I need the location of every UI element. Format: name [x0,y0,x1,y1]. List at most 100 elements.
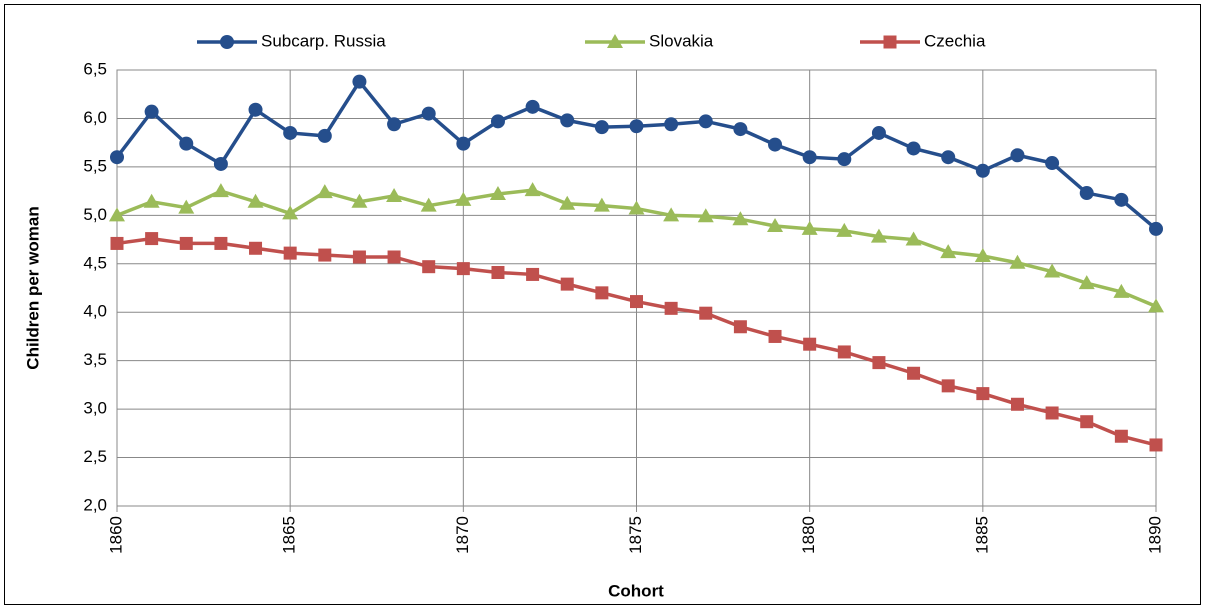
marker [664,301,678,315]
legend-label: Slovakia [649,31,714,50]
x-tick-label: 1880 [799,516,818,554]
marker [456,136,471,151]
marker [526,267,540,281]
marker [768,137,783,152]
marker [1113,283,1130,298]
marker [110,236,124,250]
marker [455,191,472,206]
y-tick-label: 5,5 [83,156,107,175]
marker [559,195,576,210]
y-tick-label: 4,0 [83,302,107,321]
marker [386,187,403,202]
marker [1080,415,1094,429]
marker [316,184,333,199]
y-tick-label: 3,5 [83,350,107,369]
marker [628,200,645,215]
marker [1045,156,1060,171]
marker [145,232,159,246]
y-tick-label: 5,0 [83,205,107,224]
marker [318,248,332,262]
marker [630,295,643,309]
marker [247,193,264,208]
marker [699,306,713,320]
marker [974,248,991,263]
plot-frame [116,69,1157,507]
marker [802,150,817,165]
marker [871,125,886,140]
marker [1010,148,1025,163]
marker [143,193,160,208]
x-tick-label: 1865 [280,516,299,554]
marker [560,113,575,128]
marker [629,119,644,134]
marker [387,250,401,264]
marker [595,286,609,300]
marker [870,228,887,243]
marker [420,197,437,212]
y-axis-title: Children per woman [23,206,42,369]
x-tick-label: 1875 [626,516,645,554]
marker [697,208,714,223]
marker [768,329,782,343]
marker [109,207,125,222]
marker [110,150,124,165]
marker [179,136,194,151]
marker [905,231,922,246]
marker [1114,429,1128,443]
marker [837,152,852,167]
marker [491,265,505,279]
chart-border [4,4,1201,605]
marker [489,186,506,201]
marker [593,197,610,212]
marker [803,337,817,351]
marker [1009,254,1026,269]
marker [733,320,747,334]
marker [883,35,897,49]
marker [144,104,159,119]
marker [872,356,886,370]
marker [801,220,818,235]
marker [1010,397,1024,411]
marker [214,236,228,250]
marker [422,260,436,274]
marker [1079,186,1094,201]
marker [1149,438,1163,452]
y-tick-label: 2,5 [83,447,107,466]
legend-label: Subcarp. Russia [261,31,386,50]
marker [525,99,540,114]
marker [1044,263,1061,278]
marker [975,163,990,178]
marker [907,366,921,380]
marker [1114,192,1129,207]
marker [352,250,366,264]
marker [524,182,541,197]
marker [212,183,229,198]
marker [421,106,436,121]
y-tick-label: 6,5 [83,59,107,78]
marker [941,379,955,393]
y-tick-label: 3,0 [83,399,107,418]
legend-label: Czechia [924,31,986,50]
x-tick-label: 1885 [972,516,991,554]
marker [283,125,298,140]
marker [1148,298,1164,313]
marker [1078,275,1095,290]
marker [248,102,263,117]
marker [387,117,402,132]
marker [220,35,234,49]
marker [213,156,228,171]
marker [1045,406,1059,420]
marker [490,114,505,129]
x-tick-label: 1860 [106,516,125,554]
marker [837,345,851,359]
marker [317,128,332,143]
marker [663,207,680,222]
y-tick-label: 6,0 [83,108,107,127]
marker [249,241,263,255]
marker [698,114,713,129]
x-tick-label: 1870 [453,516,472,554]
marker [941,150,956,165]
marker [282,205,299,220]
